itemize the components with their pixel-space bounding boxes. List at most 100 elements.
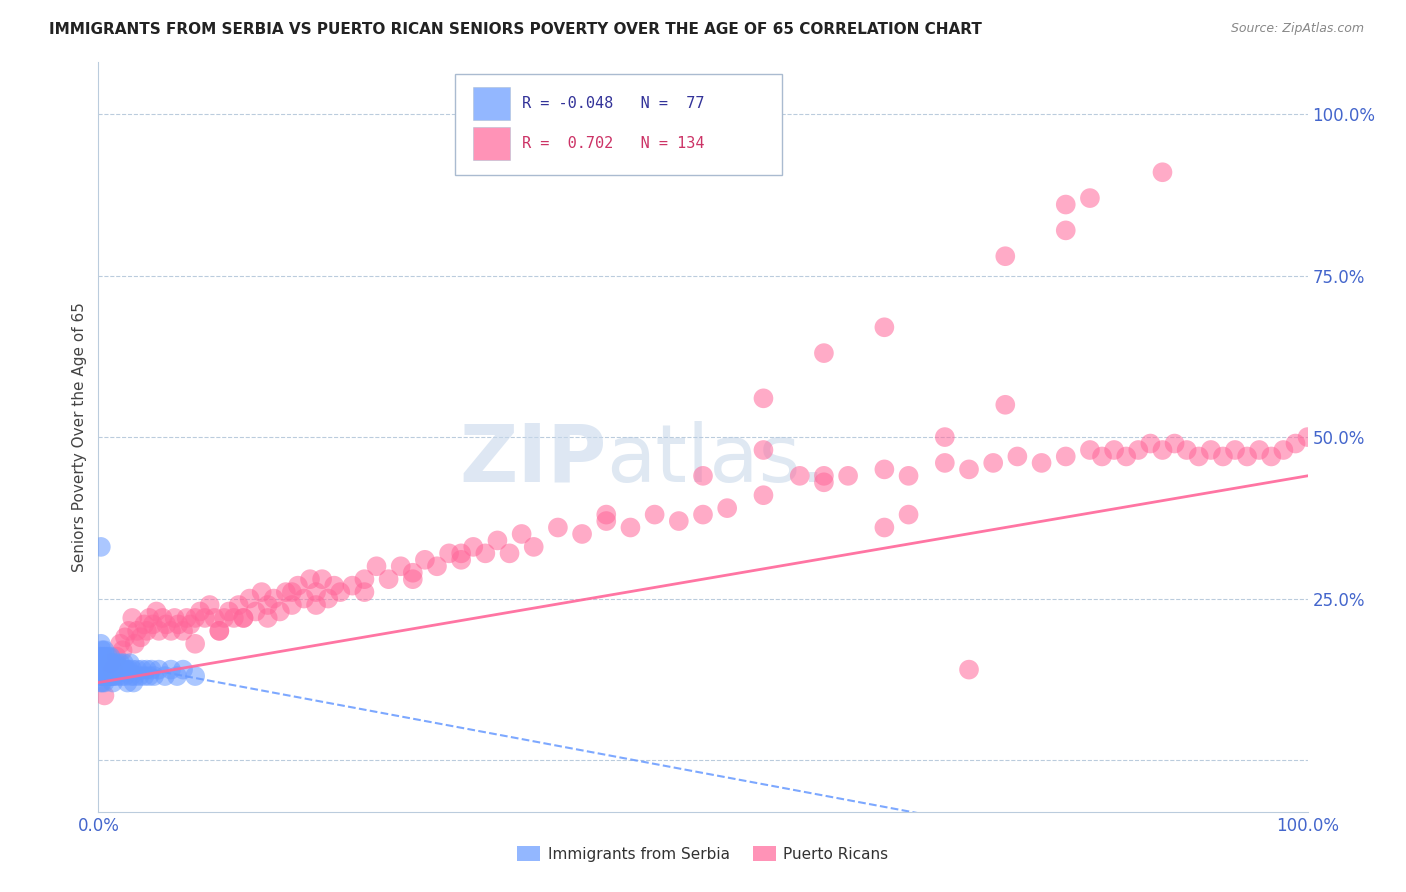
Point bbox=[1078, 191, 1101, 205]
Point bbox=[789, 468, 811, 483]
Point bbox=[281, 585, 304, 599]
Point bbox=[413, 553, 436, 567]
Point bbox=[486, 533, 509, 548]
Point bbox=[101, 669, 124, 683]
Point bbox=[135, 663, 157, 677]
Point bbox=[141, 663, 163, 677]
Point bbox=[752, 392, 775, 406]
Point bbox=[957, 462, 980, 476]
Point bbox=[101, 663, 124, 677]
Point bbox=[127, 624, 149, 638]
Legend: Immigrants from Serbia, Puerto Ricans: Immigrants from Serbia, Puerto Ricans bbox=[512, 839, 894, 868]
Point bbox=[91, 656, 114, 670]
Point bbox=[523, 540, 546, 554]
Point bbox=[269, 605, 291, 619]
Point bbox=[498, 546, 520, 560]
Point bbox=[93, 675, 115, 690]
Point bbox=[1152, 165, 1174, 179]
Point bbox=[1078, 442, 1101, 457]
Text: R = -0.048   N =  77: R = -0.048 N = 77 bbox=[522, 96, 704, 112]
Point bbox=[105, 656, 128, 670]
Point bbox=[96, 663, 118, 677]
Point bbox=[437, 546, 460, 560]
Point bbox=[218, 605, 240, 619]
Y-axis label: Seniors Poverty Over the Age of 65: Seniors Poverty Over the Age of 65 bbox=[72, 302, 87, 572]
Point bbox=[1054, 197, 1077, 211]
Point bbox=[145, 605, 167, 619]
Point bbox=[176, 611, 198, 625]
Point bbox=[256, 598, 278, 612]
Point bbox=[118, 624, 141, 638]
Point bbox=[813, 346, 835, 360]
Point bbox=[148, 663, 170, 677]
Point bbox=[100, 669, 122, 683]
Point bbox=[93, 656, 115, 670]
Point bbox=[873, 320, 896, 334]
Point bbox=[1102, 442, 1125, 457]
Point bbox=[121, 611, 143, 625]
Point bbox=[100, 656, 122, 670]
Point bbox=[752, 488, 775, 502]
Point bbox=[155, 617, 177, 632]
Point bbox=[873, 462, 896, 476]
Point bbox=[103, 669, 125, 683]
Point bbox=[668, 514, 690, 528]
Point bbox=[389, 559, 412, 574]
Point bbox=[305, 598, 328, 612]
Point bbox=[118, 656, 141, 670]
Point bbox=[166, 669, 188, 683]
Point bbox=[994, 249, 1017, 263]
Point bbox=[114, 669, 136, 683]
Point bbox=[250, 585, 273, 599]
Point bbox=[274, 585, 297, 599]
Point bbox=[129, 630, 152, 644]
Point bbox=[463, 540, 485, 554]
Point bbox=[98, 663, 121, 677]
Point bbox=[94, 649, 117, 664]
Point bbox=[450, 553, 472, 567]
Point bbox=[194, 611, 217, 625]
Point bbox=[837, 468, 859, 483]
Point bbox=[1175, 442, 1198, 457]
Point bbox=[114, 630, 136, 644]
Point bbox=[198, 598, 221, 612]
Point bbox=[100, 663, 122, 677]
Point bbox=[1128, 442, 1150, 457]
Point bbox=[160, 663, 183, 677]
Point bbox=[127, 663, 149, 677]
Point bbox=[1115, 450, 1137, 464]
Point bbox=[108, 663, 131, 677]
Point bbox=[105, 649, 128, 664]
Point bbox=[188, 605, 211, 619]
Point bbox=[1199, 442, 1222, 457]
Point bbox=[93, 689, 115, 703]
Point bbox=[163, 611, 186, 625]
Point bbox=[91, 663, 114, 677]
Point bbox=[101, 663, 124, 677]
Point bbox=[124, 669, 146, 683]
Point bbox=[752, 442, 775, 457]
Point bbox=[100, 649, 122, 664]
Point bbox=[143, 669, 166, 683]
Point bbox=[100, 656, 122, 670]
Point bbox=[184, 669, 207, 683]
Point bbox=[89, 663, 111, 677]
Point bbox=[377, 572, 399, 586]
Point bbox=[91, 643, 114, 657]
Text: R =  0.702   N = 134: R = 0.702 N = 134 bbox=[522, 136, 704, 151]
Point bbox=[94, 663, 117, 677]
Point bbox=[813, 468, 835, 483]
Point bbox=[1249, 442, 1271, 457]
Point bbox=[118, 663, 141, 677]
Point bbox=[619, 520, 641, 534]
Point bbox=[245, 605, 267, 619]
Point bbox=[111, 663, 134, 677]
Point bbox=[90, 540, 112, 554]
Point bbox=[311, 572, 333, 586]
Point bbox=[366, 559, 388, 574]
Point bbox=[184, 611, 207, 625]
Point bbox=[131, 663, 153, 677]
Point bbox=[1212, 450, 1234, 464]
Point bbox=[94, 669, 117, 683]
Point bbox=[813, 475, 835, 490]
